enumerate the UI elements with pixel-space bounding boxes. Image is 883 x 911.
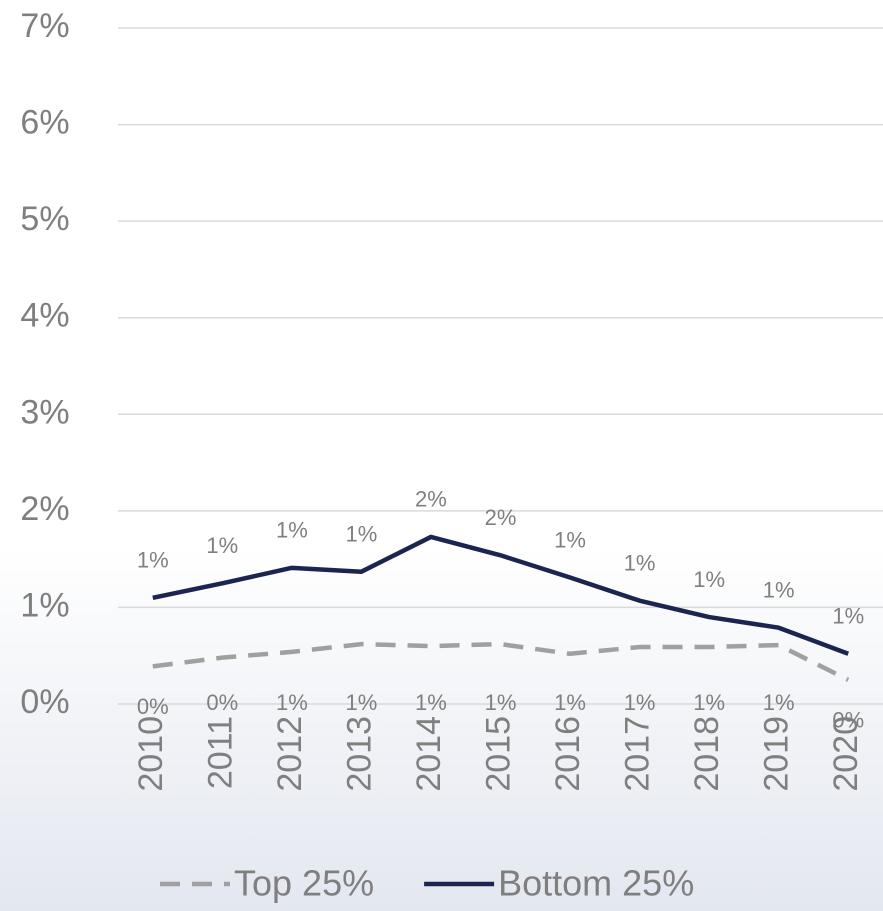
data-label: 1% [693,690,725,715]
data-label: 0% [137,694,169,719]
x-tick-label: 2017 [619,716,657,792]
data-label: 1% [346,522,378,547]
y-tick-label: 2% [20,490,69,528]
data-label: 1% [206,533,238,558]
x-tick-label: 2014 [410,716,448,792]
x-tick-label: 2016 [549,716,587,792]
data-label: 1% [276,518,308,543]
series-line [152,641,850,682]
data-label: 1% [554,527,586,552]
series-line [152,534,850,656]
x-tick-label: 2015 [479,716,517,792]
y-tick-label: 5% [20,200,69,238]
x-tick-label: 2019 [758,716,796,792]
data-label: 2% [485,505,517,530]
data-label: 1% [485,690,517,715]
y-tick-label: 0% [20,683,69,721]
x-tick-label: 2012 [271,716,309,792]
x-tick-label: 2018 [688,716,726,792]
x-tick-label: 2010 [132,716,170,792]
legend-label: Bottom 25% [498,863,694,904]
data-label: 1% [693,567,725,592]
data-label: 1% [624,690,656,715]
x-tick-label: 2013 [340,716,378,792]
y-tick-label: 6% [20,104,69,142]
y-tick-label: 4% [20,297,69,335]
data-label: 1% [763,578,795,603]
data-label: 0% [832,708,864,733]
y-tick-label: 7% [20,7,69,45]
data-label: 2% [415,487,447,512]
data-label: 1% [624,550,656,575]
data-label: 1% [554,690,586,715]
data-label: 0% [206,690,238,715]
data-label: 1% [763,690,795,715]
x-tick-label: 2020 [827,716,865,792]
y-tick-label: 3% [20,393,69,431]
data-label: 1% [346,690,378,715]
data-label: 1% [137,548,169,573]
data-label: 1% [276,690,308,715]
legend-label: Top 25% [234,863,374,904]
x-tick-label: 2011 [201,716,239,789]
data-label: 1% [415,690,447,715]
y-tick-label: 1% [20,586,69,624]
data-label: 1% [832,604,864,629]
